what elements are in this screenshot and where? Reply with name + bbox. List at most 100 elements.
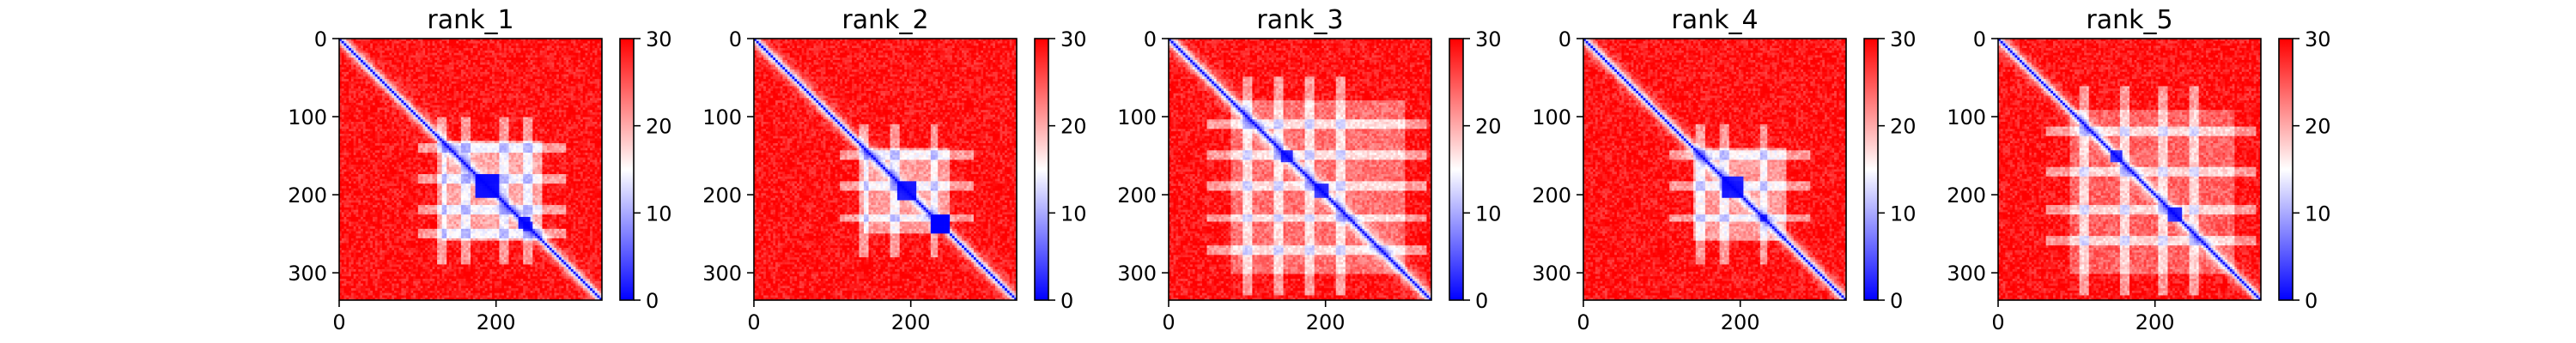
heatmap-cell (413, 75, 416, 77)
heatmap-cell (363, 55, 366, 57)
heatmap-cell (597, 75, 599, 77)
heatmap-cell (416, 55, 418, 57)
heatmap-cell (428, 65, 430, 68)
heatmap-cell (489, 45, 492, 48)
heatmap-cell (425, 69, 428, 72)
heatmap-cell (418, 79, 421, 81)
heatmap-cell (468, 57, 471, 60)
heatmap-cell (580, 76, 583, 79)
heatmap-cell (385, 79, 387, 81)
heatmap-cell (575, 51, 578, 53)
heatmap-cell (358, 60, 361, 63)
heatmap-cell (519, 57, 521, 60)
heatmap-cell (519, 75, 521, 77)
heatmap-cell (397, 44, 399, 46)
heatmap-cell (586, 75, 588, 77)
heatmap-cell (375, 45, 378, 48)
heatmap-cell (413, 65, 416, 68)
heatmap-cell (501, 63, 504, 65)
heatmap-cell (523, 63, 526, 65)
heatmap-cell (528, 41, 531, 44)
heatmap-cell (366, 45, 368, 48)
heatmap-cell (434, 67, 437, 69)
heatmap-cell (550, 41, 552, 44)
heatmap-cell (520, 53, 523, 56)
heatmap-cell (389, 41, 392, 44)
heatmap-cell (597, 63, 599, 65)
heatmap-cell (499, 63, 501, 65)
heatmap-cell (513, 44, 516, 46)
heatmap-cell (397, 55, 399, 57)
heatmap-cell (571, 63, 574, 65)
heatmap-cell (528, 63, 531, 65)
heatmap-cell (375, 55, 378, 57)
heatmap-cell (404, 53, 406, 56)
heatmap-cell (378, 51, 380, 53)
heatmap-cell (392, 67, 394, 69)
heatmap-cell (485, 76, 488, 79)
heatmap-cell (382, 60, 385, 63)
heatmap-cell (459, 60, 461, 63)
heatmap-cell (544, 55, 547, 57)
heatmap-cell (516, 45, 519, 48)
heatmap-cell (452, 57, 454, 60)
heatmap-cell (483, 75, 485, 77)
heatmap-cell (421, 41, 423, 44)
heatmap-cell (528, 48, 531, 51)
heatmap-cell (394, 53, 397, 56)
heatmap-cell (592, 45, 595, 48)
heatmap-cell (489, 75, 492, 77)
heatmap-cell (526, 67, 528, 69)
heatmap-cell (563, 41, 566, 44)
heatmap-cell (406, 51, 409, 53)
heatmap-cell (406, 44, 409, 46)
heatmap-cell (552, 41, 555, 44)
heatmap-cell (559, 65, 562, 68)
heatmap-cell (454, 76, 457, 79)
heatmap-cell (516, 53, 519, 56)
heatmap-cell (354, 65, 356, 68)
heatmap-cell (540, 48, 543, 51)
heatmap-cell (559, 79, 562, 81)
heatmap-cell (556, 76, 559, 79)
heatmap-cell (413, 76, 416, 79)
heatmap-cell (552, 51, 555, 53)
heatmap-cell (590, 48, 592, 51)
heatmap-cell (513, 45, 516, 48)
heatmap-cell (513, 69, 516, 72)
heatmap-cell (418, 60, 421, 63)
heatmap-cell (344, 79, 347, 81)
heatmap-cell (452, 60, 454, 63)
heatmap-cell (378, 69, 380, 72)
heatmap-cell (351, 76, 354, 79)
heatmap-cell (592, 76, 595, 79)
heatmap-cell (397, 48, 399, 51)
heatmap-cell (389, 57, 392, 60)
heatmap-cell (404, 51, 406, 53)
heatmap-cell (544, 53, 547, 56)
heatmap-cell (562, 44, 564, 46)
heatmap-cell (552, 55, 555, 57)
heatmap-cell (476, 65, 478, 68)
heatmap-cell (575, 63, 578, 65)
heatmap-cell (385, 44, 387, 46)
heatmap-cell (562, 65, 564, 68)
heatmap-cell (378, 72, 380, 75)
heatmap-cell (578, 48, 580, 51)
heatmap-cell (554, 53, 556, 56)
heatmap-cell (454, 63, 457, 65)
heatmap-cell (583, 69, 586, 72)
heatmap-cell (344, 55, 347, 57)
heatmap-cell (413, 69, 416, 72)
heatmap-cell (358, 72, 361, 75)
heatmap-cell (342, 51, 344, 53)
heatmap-cell (385, 55, 387, 57)
heatmap-cell (361, 60, 363, 63)
heatmap-cell (554, 55, 556, 57)
heatmap-cell (416, 60, 418, 63)
heatmap-cell (597, 69, 599, 72)
heatmap-cell (421, 57, 423, 60)
heatmap-cell (483, 67, 485, 69)
heatmap-cell (447, 48, 449, 51)
heatmap-cell (499, 79, 501, 81)
